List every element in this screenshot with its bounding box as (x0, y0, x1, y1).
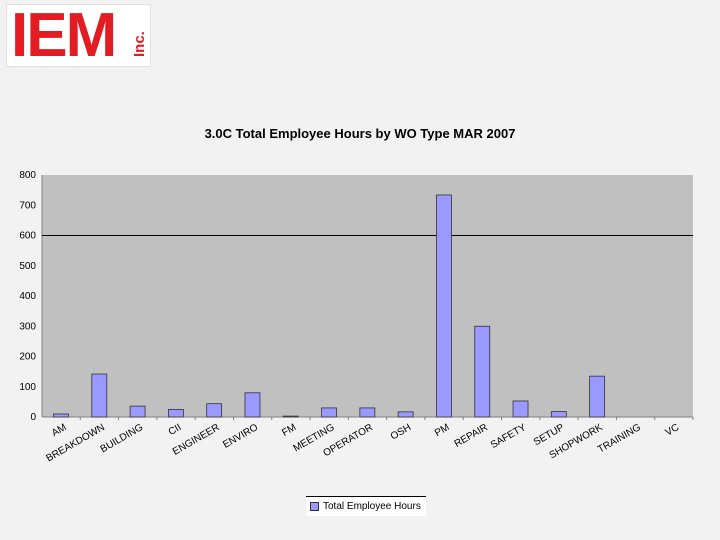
bar-shopwork (589, 375, 606, 418)
y-tick-label: 700 (19, 200, 36, 211)
y-tick-label: 400 (19, 291, 36, 302)
y-tick-label: 200 (19, 352, 36, 363)
bar-engineer (206, 403, 223, 418)
x-tick-label: TRAINING (596, 422, 643, 456)
bars (53, 194, 694, 420)
x-tick-label: ENVIRO (221, 422, 260, 451)
bar-operator (359, 407, 376, 418)
x-tick-label: BUILDING (99, 422, 146, 455)
y-tick-label: 500 (19, 261, 36, 272)
x-tick-label: OSH (389, 422, 413, 442)
y-tick-label: 0 (30, 412, 36, 423)
bar-breakdown (91, 373, 108, 418)
x-tick-label: AM (50, 422, 68, 439)
y-tick-label: 300 (19, 321, 36, 332)
x-tick-label: FM (280, 422, 298, 439)
bar-fm (282, 415, 299, 418)
company-logo: IEM Inc. (6, 4, 151, 67)
logo-text: IEM (11, 1, 117, 70)
bar-repair (474, 325, 491, 418)
bar-am (53, 413, 69, 418)
bar-osh (397, 411, 414, 418)
plot-area (42, 175, 693, 417)
x-tick-label: PM (433, 422, 451, 439)
chart-title: 3.0C Total Employee Hours by WO Type MAR… (204, 126, 516, 141)
bar-meeting (321, 407, 337, 418)
legend: Total Employee Hours (306, 496, 426, 516)
legend-label: Total Employee Hours (323, 501, 421, 512)
y-tick-label: 800 (19, 170, 36, 181)
bar-safety (512, 400, 529, 418)
bar-pm (436, 194, 452, 418)
x-tick-label: CII (167, 422, 184, 438)
bar-cii (167, 409, 184, 418)
y-tick-label: 100 (19, 382, 36, 393)
x-tick-label: VC (664, 422, 682, 438)
bar-setup (550, 411, 567, 418)
y-tick-label: 600 (19, 231, 36, 242)
bar-enviro (244, 392, 261, 418)
x-tick-label: SAFETY (489, 422, 528, 451)
legend-swatch (310, 502, 319, 511)
bar-building (129, 405, 146, 418)
x-tick-label: REPAIR (453, 422, 490, 450)
